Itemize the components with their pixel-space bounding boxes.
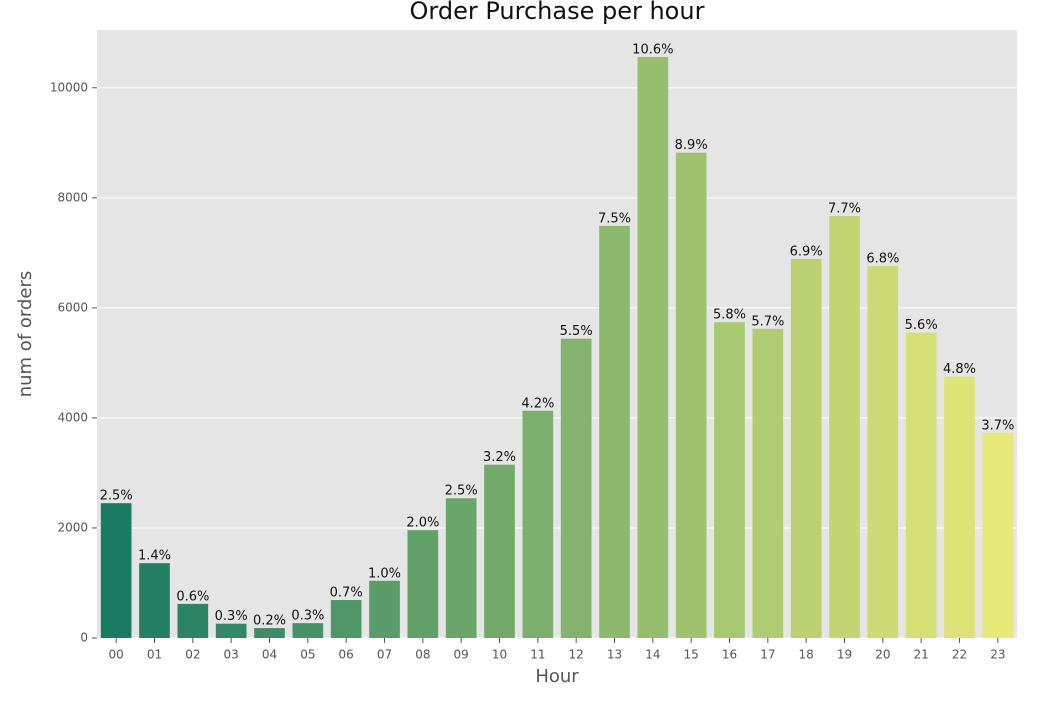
bar	[752, 328, 784, 638]
bar	[407, 530, 439, 638]
bar	[867, 266, 899, 638]
bar	[982, 432, 1014, 638]
bar	[790, 258, 822, 638]
x-tick-label: 10	[492, 648, 507, 662]
bar	[905, 332, 937, 638]
bar	[714, 322, 745, 638]
bar	[637, 56, 669, 639]
bar	[292, 623, 324, 638]
bar	[522, 410, 554, 638]
x-tick-label: 00	[109, 648, 124, 662]
y-axis-label: num of orders	[15, 271, 36, 398]
x-tick-label: 12	[569, 648, 584, 662]
bar-label: 3.2%	[483, 450, 516, 465]
x-tick-label: 13	[607, 648, 622, 662]
x-tick-label: 23	[990, 648, 1005, 662]
x-tick-label: 05	[300, 648, 315, 662]
bar-label: 0.2%	[253, 614, 286, 629]
x-tick-label: 02	[185, 648, 200, 662]
bar-label: 7.5%	[598, 211, 631, 226]
bar-label: 5.5%	[560, 324, 593, 339]
x-tick-label: 04	[262, 648, 277, 662]
bar	[177, 603, 209, 638]
x-tick-label: 20	[875, 648, 890, 662]
chart-title: Order Purchase per hour	[410, 0, 705, 25]
bar	[599, 225, 630, 638]
x-tick-label: 16	[722, 648, 737, 662]
bar	[445, 498, 477, 638]
y-tick-label: 0	[80, 631, 88, 645]
x-tick-label: 17	[760, 648, 775, 662]
bar-label: 0.3%	[291, 609, 324, 624]
x-tick-label: 03	[224, 648, 239, 662]
bar-label: 3.7%	[981, 418, 1014, 433]
bar-label: 8.9%	[675, 138, 708, 153]
bar-label: 0.6%	[176, 589, 209, 604]
x-tick-label: 09	[454, 648, 469, 662]
bar-label: 5.7%	[751, 314, 784, 329]
plot-area	[97, 30, 1017, 638]
bar-label: 4.8%	[943, 362, 976, 377]
y-tick-label: 4000	[57, 410, 88, 424]
y-tick-label: 10000	[50, 80, 88, 94]
y-tick-label: 8000	[57, 190, 88, 204]
bar-label: 1.4%	[138, 549, 171, 564]
bar-label: 6.8%	[866, 252, 899, 267]
x-tick-label: 19	[837, 648, 852, 662]
bar	[215, 623, 247, 638]
bar-label: 2.5%	[445, 484, 478, 499]
bar-label: 4.2%	[521, 396, 554, 411]
bar	[254, 628, 285, 638]
bar	[675, 152, 707, 639]
x-axis-label: Hour	[535, 666, 579, 687]
bar-label: 1.0%	[368, 566, 401, 581]
bar	[330, 600, 362, 638]
x-tick-label: 11	[530, 648, 545, 662]
bar	[944, 376, 975, 638]
bar	[100, 503, 132, 638]
bar-label: 5.8%	[713, 308, 746, 323]
x-tick-label: 21	[914, 648, 929, 662]
bar	[484, 464, 515, 638]
bar-label: 0.7%	[330, 586, 363, 601]
bar-label: 5.6%	[905, 318, 938, 333]
y-tick-label: 2000	[57, 520, 88, 534]
x-tick-label: 01	[147, 648, 162, 662]
bar-label: 7.7%	[828, 201, 861, 216]
x-tick-label: 15	[684, 648, 699, 662]
x-tick-label: 08	[415, 648, 430, 662]
x-tick-label: 18	[799, 648, 814, 662]
x-tick-label: 14	[645, 648, 660, 662]
x-tick-label: 07	[377, 648, 392, 662]
bar	[369, 580, 400, 638]
bar-label: 10.6%	[632, 42, 673, 57]
bar-label: 0.3%	[215, 609, 248, 624]
bar-label: 2.5%	[100, 489, 133, 504]
x-tick-label: 06	[339, 648, 354, 662]
bar-label: 2.0%	[406, 516, 439, 531]
bar	[560, 338, 592, 638]
bar	[829, 215, 860, 638]
x-tick-label: 22	[952, 648, 967, 662]
y-tick-label: 6000	[57, 300, 88, 314]
bar-label: 6.9%	[790, 244, 823, 259]
bar	[139, 563, 170, 638]
